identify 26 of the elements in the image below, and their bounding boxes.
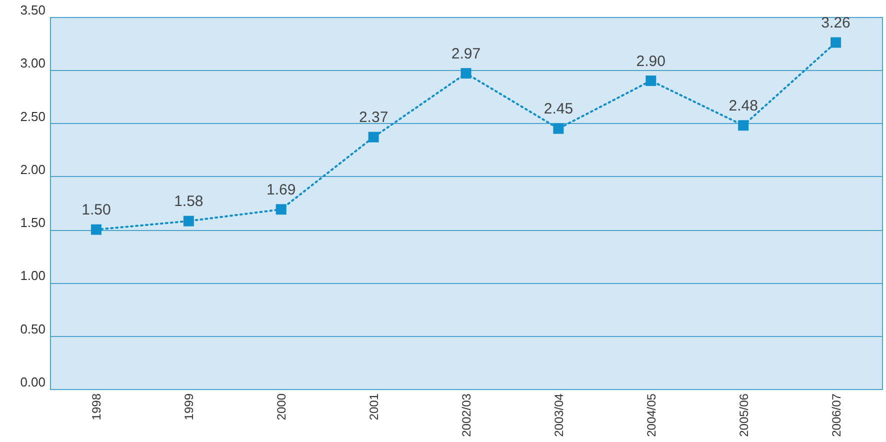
y-tick-label: 3.00	[20, 56, 46, 71]
data-label: 2.37	[358, 109, 388, 126]
data-label: 1.69	[266, 181, 296, 198]
y-tick-label: 2.00	[20, 162, 46, 177]
x-tick-label: 2000	[274, 393, 289, 420]
data-label: 1.50	[82, 202, 111, 219]
data-label: 1.58	[174, 193, 204, 210]
x-tick-label: 2004/05	[644, 393, 658, 437]
data-label: 2.45	[544, 100, 574, 118]
x-tick-label: 1999	[182, 393, 196, 420]
x-tick-label: 2006/07	[829, 393, 844, 437]
y-tick-label: 1.50	[20, 215, 46, 230]
data-label: 3.26	[821, 14, 850, 32]
x-tick-label: 1998	[90, 393, 104, 420]
y-tick-label: 0.50	[20, 321, 46, 336]
x-tick-label: 2001	[367, 393, 382, 420]
data-label: 2.97	[451, 45, 481, 62]
x-tick-label: 2002/03	[460, 393, 474, 437]
y-tick-label: 1.00	[20, 268, 46, 284]
x-tick-label: 2003/04	[552, 393, 566, 437]
data-label: 2.48	[728, 97, 758, 114]
data-label: 2.90	[636, 52, 666, 70]
x-tick-label: 2005/06	[736, 393, 751, 437]
y-tick-label: 3.50	[20, 2, 46, 18]
y-tick-label: 2.50	[20, 108, 46, 124]
y-tick-label: 0.00	[20, 374, 46, 390]
